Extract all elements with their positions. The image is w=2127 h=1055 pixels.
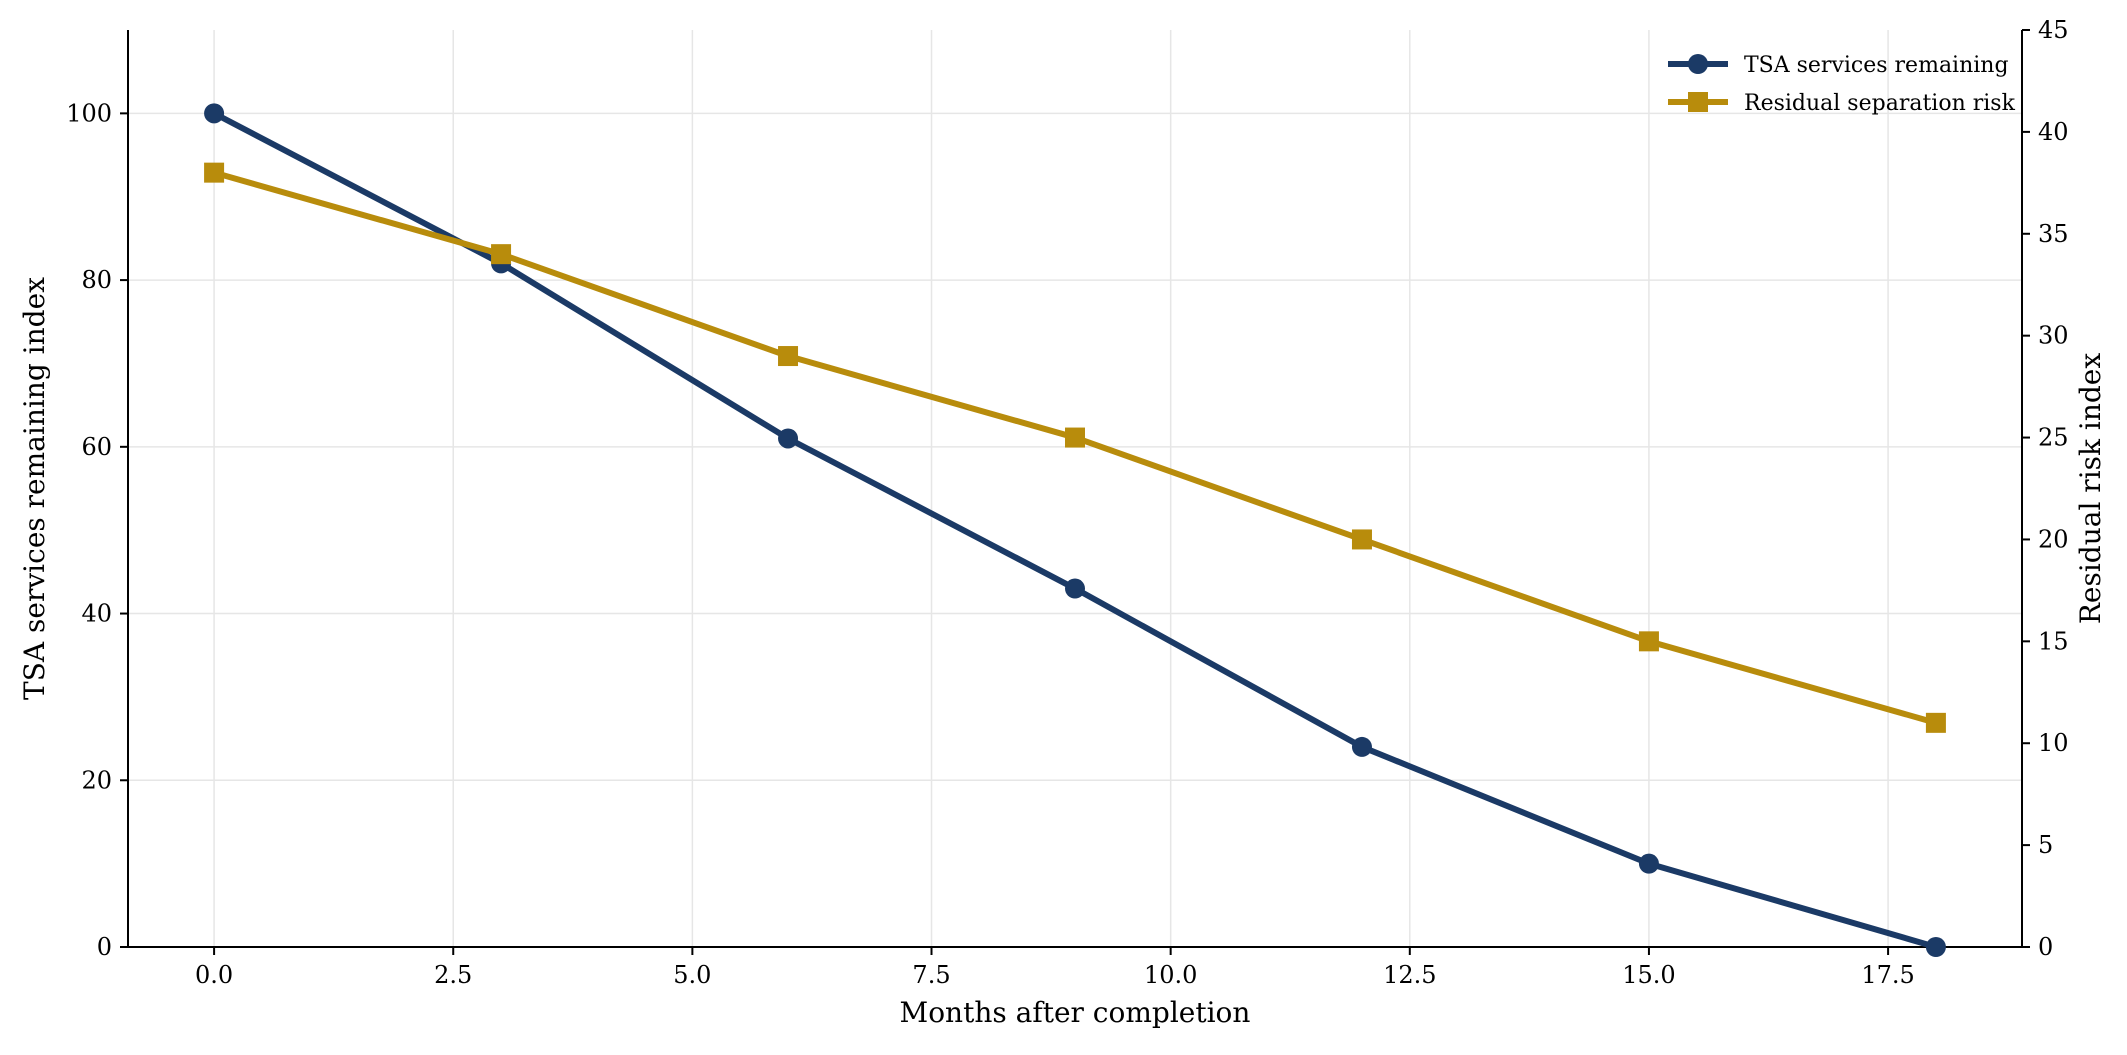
- y-left-tick-label: 80: [81, 266, 112, 294]
- data-point-residual-separation-risk: [1638, 631, 1659, 652]
- y-right-tick-label: 10: [2038, 729, 2069, 757]
- x-tick-label: 5.0: [673, 961, 711, 989]
- x-axis-title: Months after completion: [900, 996, 1251, 1029]
- data-point-tsa-services-remaining: [1925, 937, 1946, 957]
- y-right-tick-label: 45: [2038, 16, 2069, 44]
- y-right-tick-label: 5: [2038, 831, 2053, 859]
- y-right-tick-label: 0: [2038, 933, 2053, 961]
- y-right-tick-label: 35: [2038, 220, 2069, 248]
- x-tick-label: 15.0: [1622, 961, 1675, 989]
- data-point-residual-separation-risk: [778, 346, 799, 367]
- x-tick-label: 10.0: [1144, 961, 1197, 989]
- legend-label-risk: Residual separation risk: [1744, 91, 2016, 116]
- y-left-tick-label: 20: [81, 766, 112, 794]
- data-point-residual-separation-risk: [204, 162, 225, 183]
- legend-item-risk: Residual separation risk: [1668, 91, 2016, 116]
- y-right-tick-label: 25: [2038, 424, 2069, 452]
- data-point-residual-separation-risk: [1925, 712, 1946, 733]
- data-point-tsa-services-remaining: [204, 103, 225, 124]
- y-right-tick-label: 40: [2038, 118, 2069, 146]
- legend-marker-circle: [1688, 54, 1708, 74]
- x-tick-label: 0.0: [195, 961, 233, 989]
- data-point-residual-separation-risk: [491, 244, 512, 265]
- x-tick-label: 7.5: [912, 961, 950, 989]
- legend-label-tsa: TSA services remaining: [1744, 53, 2009, 78]
- legend-marker-square: [1688, 92, 1708, 112]
- y-left-tick-label: 0: [97, 933, 112, 961]
- data-point-tsa-services-remaining: [1065, 578, 1085, 599]
- series-line-tsa-services-remaining: [211, 110, 1939, 950]
- x-tick-label: 2.5: [434, 961, 472, 989]
- y-left-tick-label: 100: [66, 99, 112, 127]
- y-right-axis-title: Residual risk index: [2074, 353, 2107, 625]
- y-left-tick-label: 40: [81, 600, 112, 628]
- x-tick-label: 17.5: [1861, 961, 1914, 989]
- data-point-residual-separation-risk: [1351, 529, 1372, 550]
- axes-layer: [120, 29, 2030, 955]
- data-point-tsa-services-remaining: [778, 428, 799, 449]
- legend: TSA services remaining Residual separati…: [1668, 53, 2016, 116]
- grid-layer: [128, 30, 2022, 948]
- data-point-tsa-services-remaining: [1638, 853, 1659, 874]
- legend-item-tsa: TSA services remaining: [1668, 53, 2009, 78]
- tick-labels: 0.0 2.5 5.0 7.5 10.0 12.5 15.0 17.5020406080100…: [66, 16, 2068, 989]
- data-point-residual-separation-risk: [1065, 427, 1085, 448]
- y-left-axis-title: TSA services remaining index: [18, 277, 51, 700]
- series-layer: [204, 103, 1946, 957]
- y-left-tick-label: 60: [81, 433, 112, 461]
- series-line-residual-separation-risk: [211, 169, 1939, 726]
- data-point-tsa-services-remaining: [1351, 736, 1372, 757]
- y-right-tick-label: 30: [2038, 322, 2069, 350]
- y-right-tick-label: 15: [2038, 627, 2069, 655]
- x-tick-label: 12.5: [1383, 961, 1436, 989]
- y-right-tick-label: 20: [2038, 525, 2069, 553]
